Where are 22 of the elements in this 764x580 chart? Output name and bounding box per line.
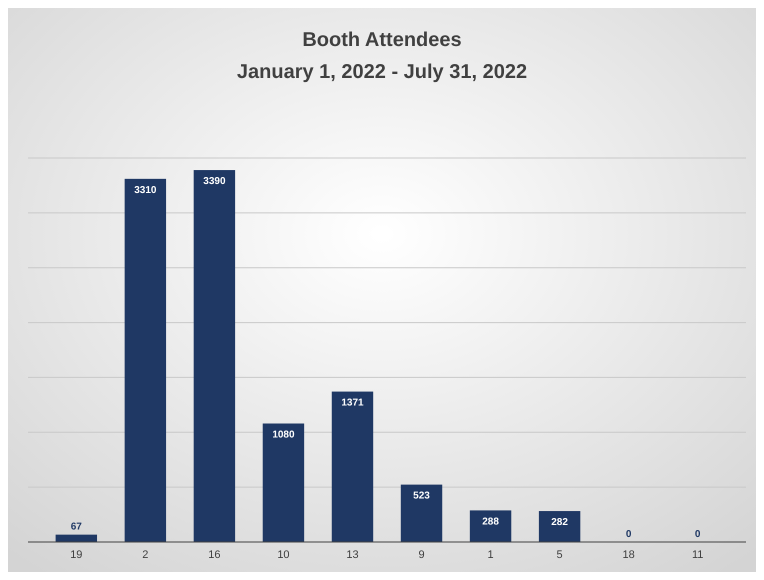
x-tick-label: 11 [692,549,704,561]
data-label: 288 [482,516,500,528]
x-tick-label: 19 [70,549,82,561]
data-label: 3310 [134,184,157,196]
x-tick-label: 10 [277,549,290,561]
data-label: 1080 [272,430,295,441]
x-tick-label: 2 [142,549,148,561]
x-tick-label: 18 [622,549,635,561]
data-label: 0 [694,529,701,540]
data-label: 0 [626,529,632,540]
data-label: 1371 [341,398,364,409]
chart-subtitle: January 1, 2022 - July 31, 2022 [236,61,528,83]
data-label: 3390 [203,176,226,188]
data-label: 67 [70,522,82,533]
data-label: 523 [413,490,430,502]
chart-title: Booth Attendees [302,29,462,51]
x-tick-label: 13 [346,549,359,561]
x-tick-label: 16 [208,549,221,561]
x-tick-label: 5 [556,549,563,561]
x-tick-label: 9 [418,549,425,561]
data-label: 282 [551,517,568,528]
x-tick-label: 1 [487,549,494,561]
